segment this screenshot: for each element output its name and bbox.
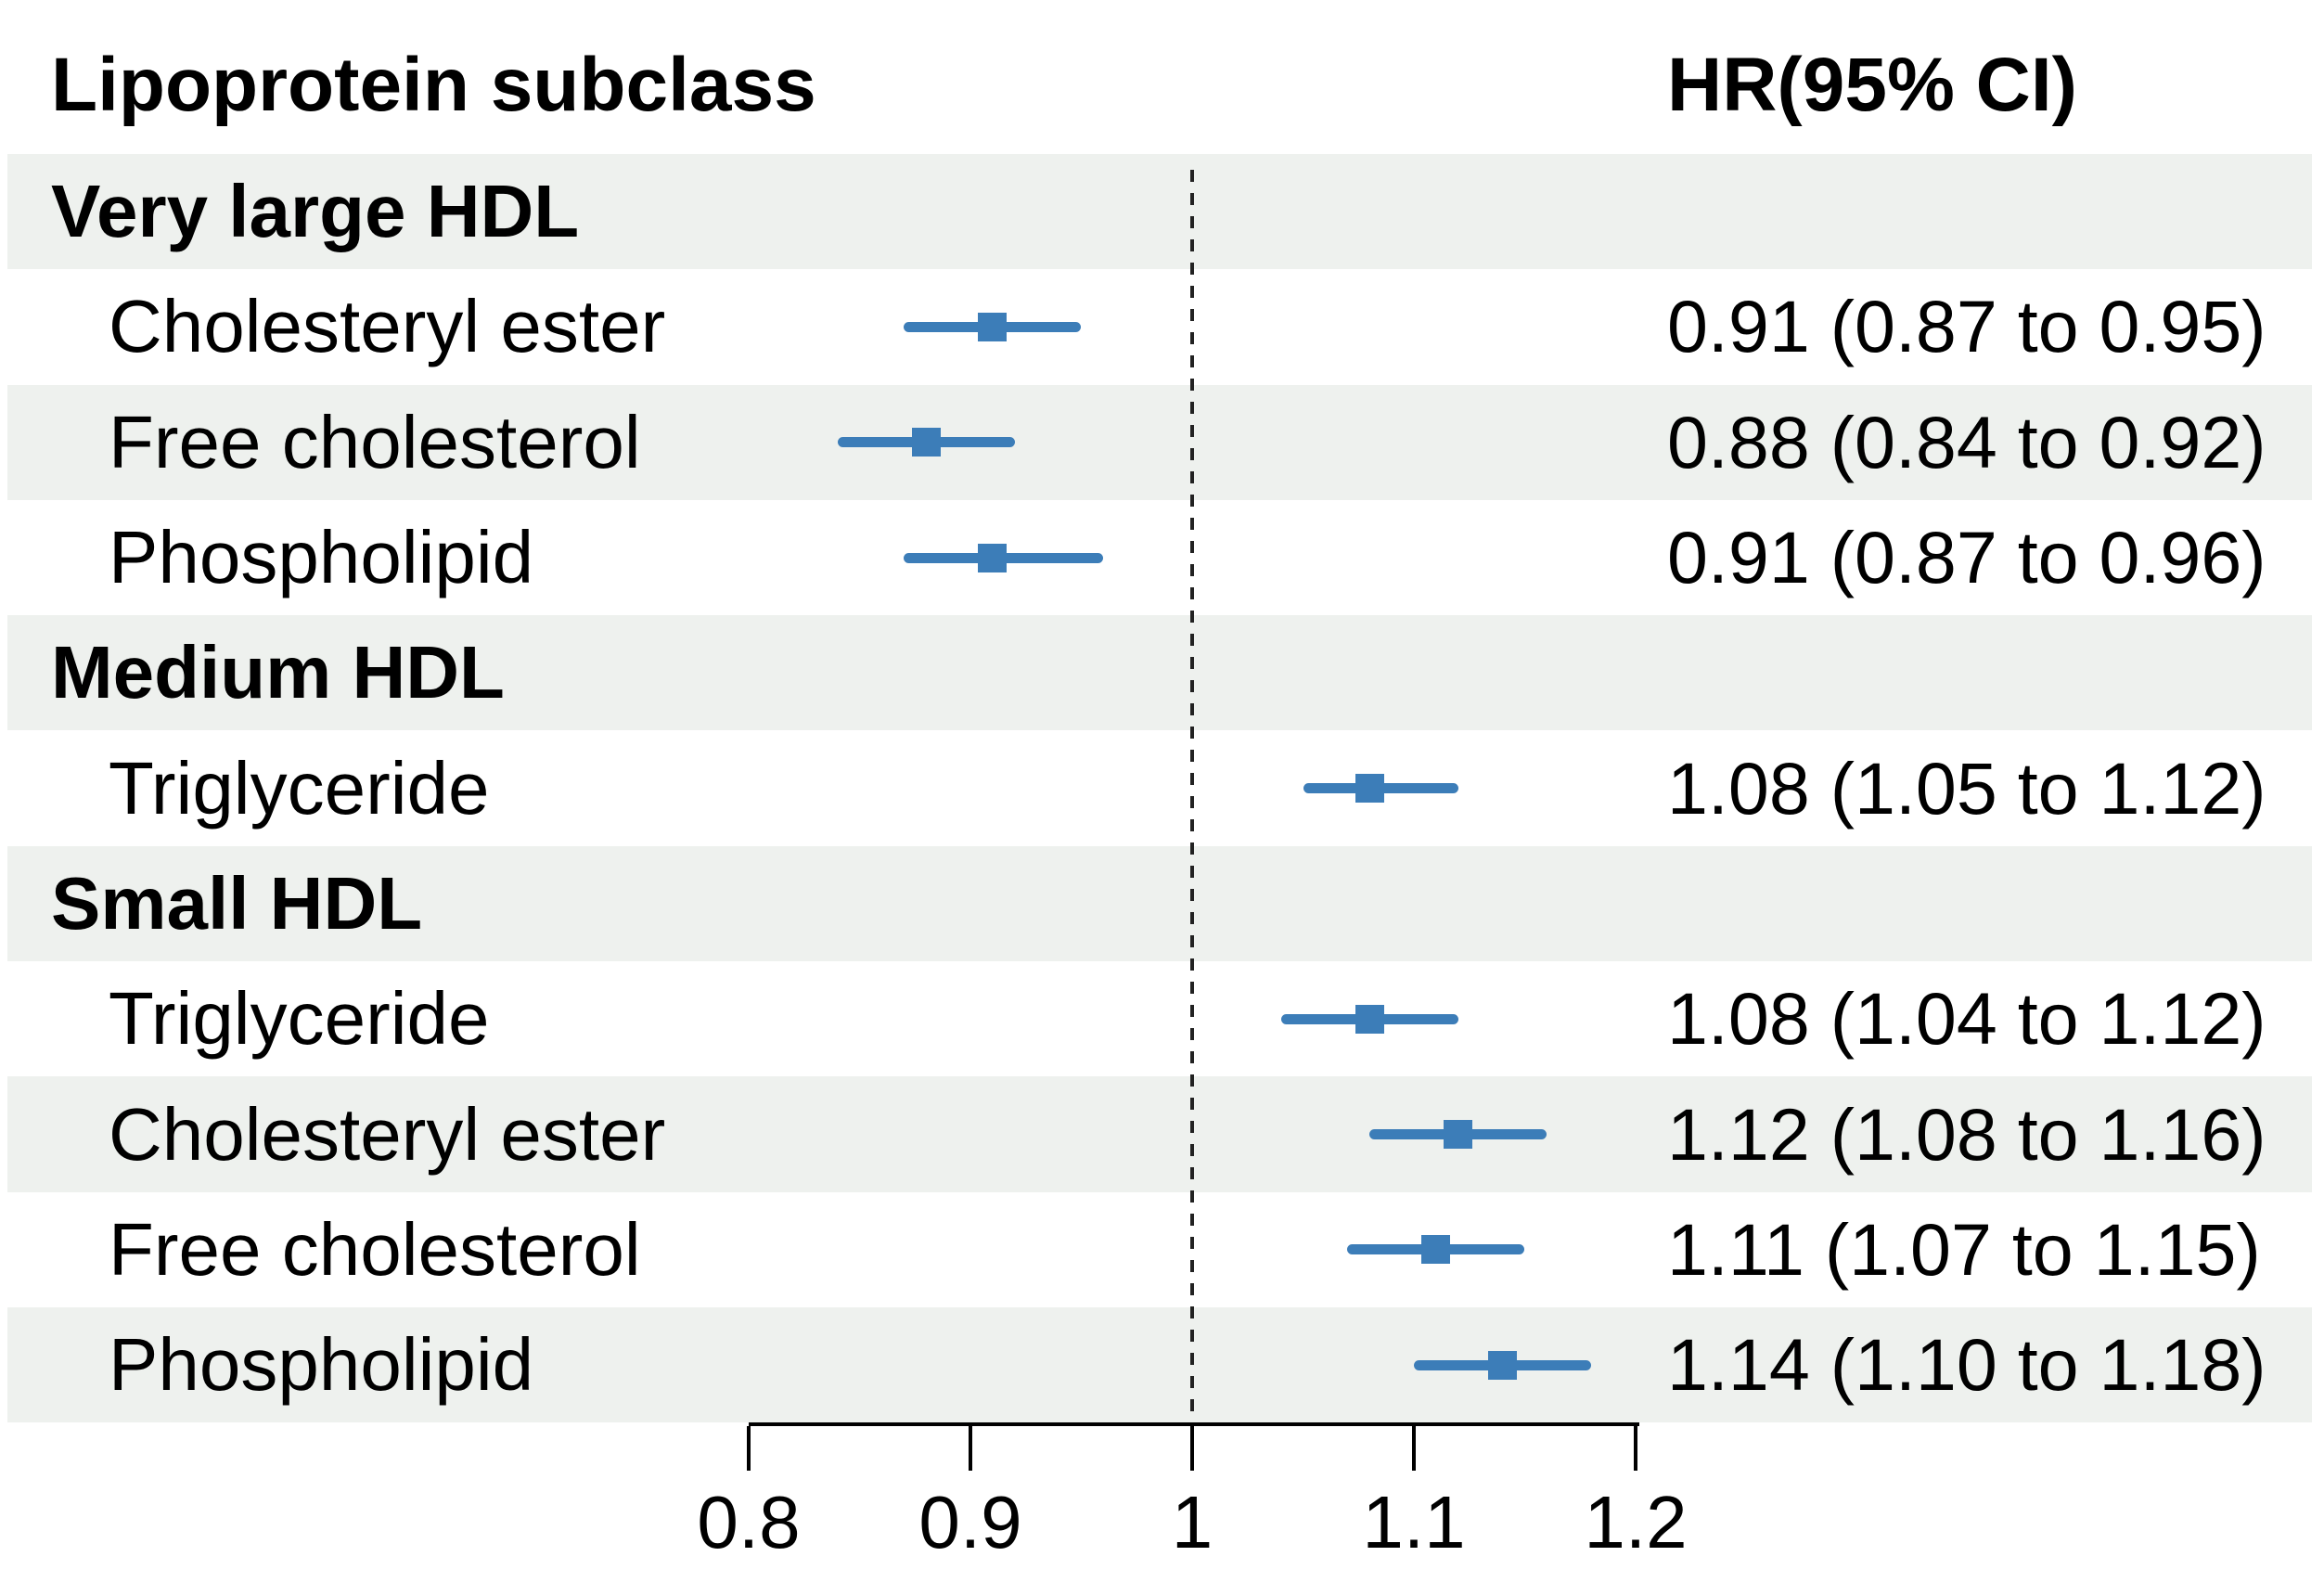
table-row: Phospholipid 0.91 (0.87 to 0.96) [0, 500, 2324, 615]
row-stripe [7, 615, 2312, 731]
hr-marker [1355, 1004, 1384, 1034]
table-row: Cholesteryl ester 1.12 (1.08 to 1.16) [0, 1076, 2324, 1192]
reference-line [1190, 170, 1194, 1424]
hr-ci-value: 1.14 (1.10 to 1.18) [1667, 1323, 2266, 1407]
row-stripe [7, 1076, 2312, 1192]
hr-marker [1421, 1235, 1451, 1265]
table-row: Triglyceride 1.08 (1.04 to 1.12) [0, 961, 2324, 1076]
row-label: Very large HDL [51, 170, 580, 253]
row-label: Small HDL [51, 861, 423, 945]
row-label: Free cholesterol [109, 1207, 641, 1291]
row-stripe [7, 154, 2312, 270]
table-row: Phospholipid 1.14 (1.10 to 1.18) [0, 1307, 2324, 1423]
hr-marker [978, 543, 1008, 572]
hr-ci-value: 0.91 (0.87 to 0.96) [1667, 516, 2266, 599]
table-row: Medium HDL [0, 615, 2324, 731]
row-label: Phospholipid [109, 516, 534, 599]
table-row: Cholesteryl ester 0.91 (0.87 to 0.95) [0, 269, 2324, 384]
axis-tick [1634, 1426, 1637, 1471]
axis-tick [1412, 1426, 1416, 1471]
table-row: Free cholesterol 0.88 (0.84 to 0.92) [0, 384, 2324, 500]
axis-tick [747, 1426, 751, 1471]
table-row: Small HDL [0, 845, 2324, 962]
row-stripe [7, 845, 2312, 962]
row-stripe [7, 384, 2312, 500]
table-row: Very large HDL [0, 154, 2324, 270]
axis-tick-label: 0.9 [918, 1481, 1022, 1563]
hr-marker [911, 428, 941, 457]
hr-marker [978, 312, 1008, 341]
column-header-hr-ci: HR(95% CI) [1667, 43, 2077, 127]
row-stripe [7, 1307, 2312, 1423]
x-axis-line [749, 1422, 1639, 1426]
hr-ci-value: 1.12 (1.08 to 1.16) [1667, 1092, 2266, 1176]
axis-tick-label: 0.8 [697, 1481, 801, 1563]
table-row: Free cholesterol 1.11 (1.07 to 1.15) [0, 1192, 2324, 1307]
hr-marker [1355, 774, 1384, 804]
hr-marker [1444, 1120, 1473, 1150]
row-label: Cholesteryl ester [109, 1092, 666, 1176]
table-row: Triglyceride 1.08 (1.05 to 1.12) [0, 731, 2324, 846]
axis-tick-label: 1 [1171, 1481, 1213, 1563]
row-label: Free cholesterol [109, 400, 641, 483]
row-label: Cholesteryl ester [109, 285, 666, 368]
hr-ci-value: 1.08 (1.04 to 1.12) [1667, 977, 2266, 1061]
row-label: Medium HDL [51, 631, 505, 714]
axis-tick-label: 1.1 [1362, 1481, 1466, 1563]
hr-ci-value: 0.91 (0.87 to 0.95) [1667, 285, 2266, 368]
axis-tick [969, 1426, 972, 1471]
column-header-lipoprotein-subclass: Lipoprotein subclass [51, 43, 816, 127]
hr-ci-value: 1.11 (1.07 to 1.15) [1667, 1207, 2261, 1291]
row-label: Triglyceride [109, 746, 490, 830]
hr-ci-value: 1.08 (1.05 to 1.12) [1667, 746, 2266, 830]
axis-tick-label: 1.2 [1584, 1481, 1688, 1563]
axis-tick [1190, 1426, 1194, 1471]
hr-ci-value: 0.88 (0.84 to 0.92) [1667, 400, 2266, 483]
hr-marker [1488, 1350, 1518, 1380]
row-label: Phospholipid [109, 1323, 534, 1407]
row-label: Triglyceride [109, 977, 490, 1061]
